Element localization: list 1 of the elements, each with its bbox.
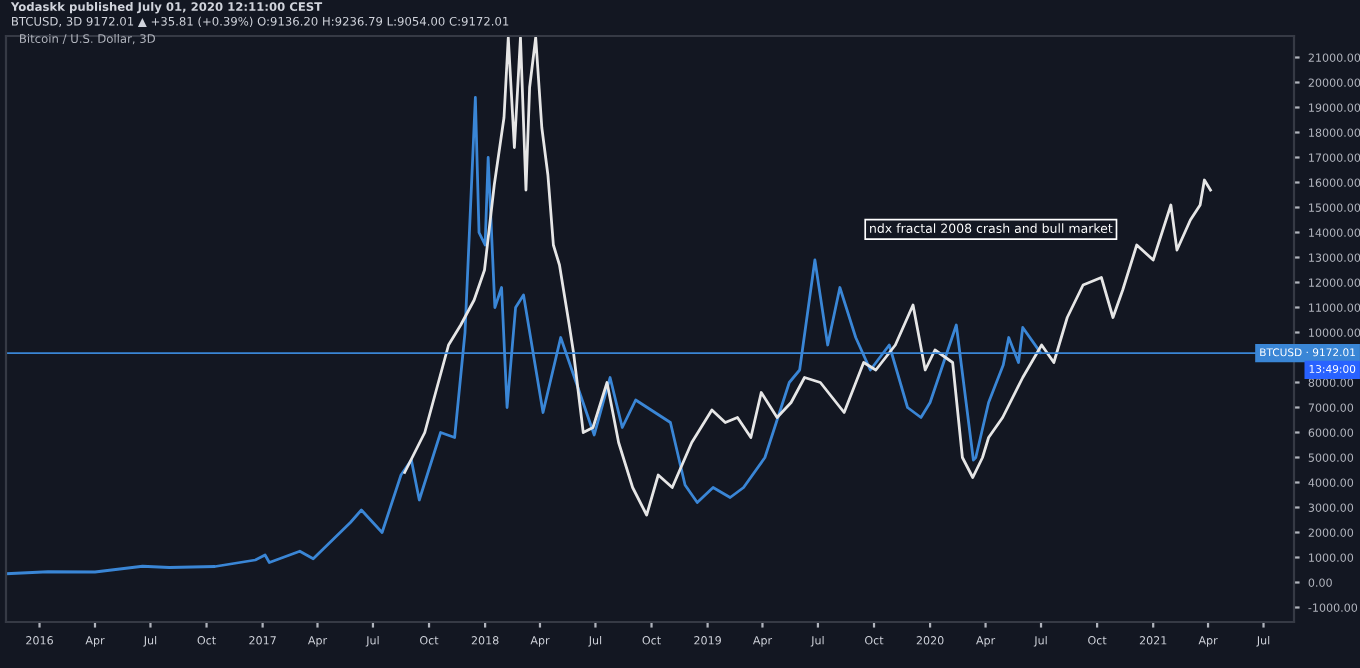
line-series [403,36,1212,517]
